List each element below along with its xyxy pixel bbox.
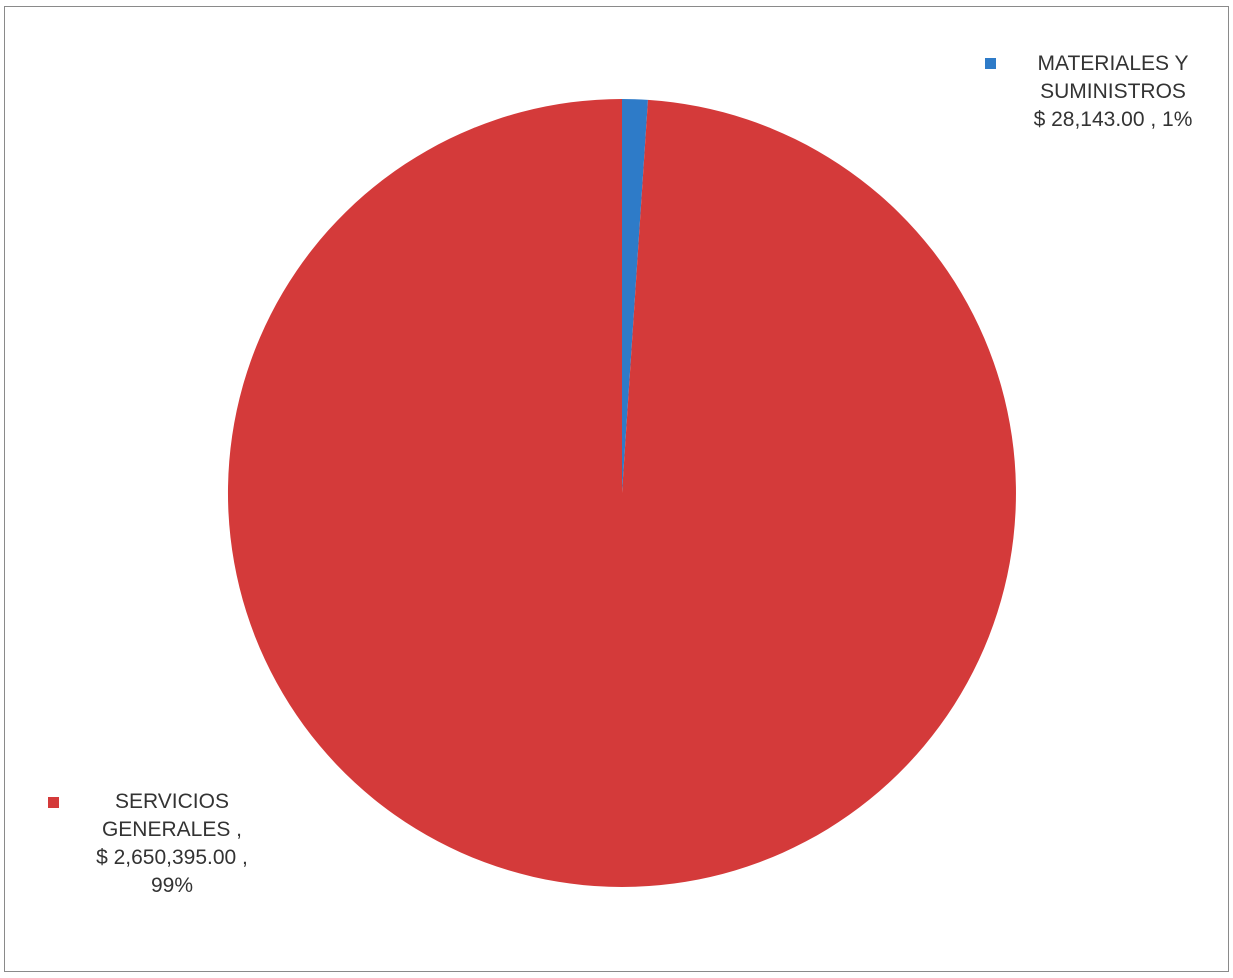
pie-slice-servicios-generales bbox=[227, 99, 1016, 888]
data-label-materiales: MATERIALES Y SUMINISTROS $ 28,143.00 , 1… bbox=[1008, 50, 1218, 134]
data-label-materiales-line-3: $ 28,143.00 , 1% bbox=[1033, 108, 1193, 131]
data-label-servicios-line-4: 99% bbox=[150, 874, 194, 897]
data-label-servicios-line-3: $ 2,650,395.00 , bbox=[96, 846, 248, 869]
data-label-servicios: SERVICIOS GENERALES , $ 2,650,395.00 , 9… bbox=[62, 788, 282, 900]
legend-key-servicios bbox=[48, 797, 59, 808]
pie-slice-materiales-y-suministros bbox=[622, 99, 648, 493]
data-label-servicios-line-1: SERVICIOS bbox=[115, 790, 229, 813]
pie-slices bbox=[227, 99, 1016, 888]
data-label-materiales-line-1: MATERIALES Y bbox=[1037, 52, 1189, 75]
legend-key-materiales bbox=[985, 58, 996, 69]
data-label-materiales-line-2: SUMINISTROS bbox=[1040, 80, 1186, 103]
data-label-servicios-line-2: GENERALES , bbox=[101, 818, 243, 841]
